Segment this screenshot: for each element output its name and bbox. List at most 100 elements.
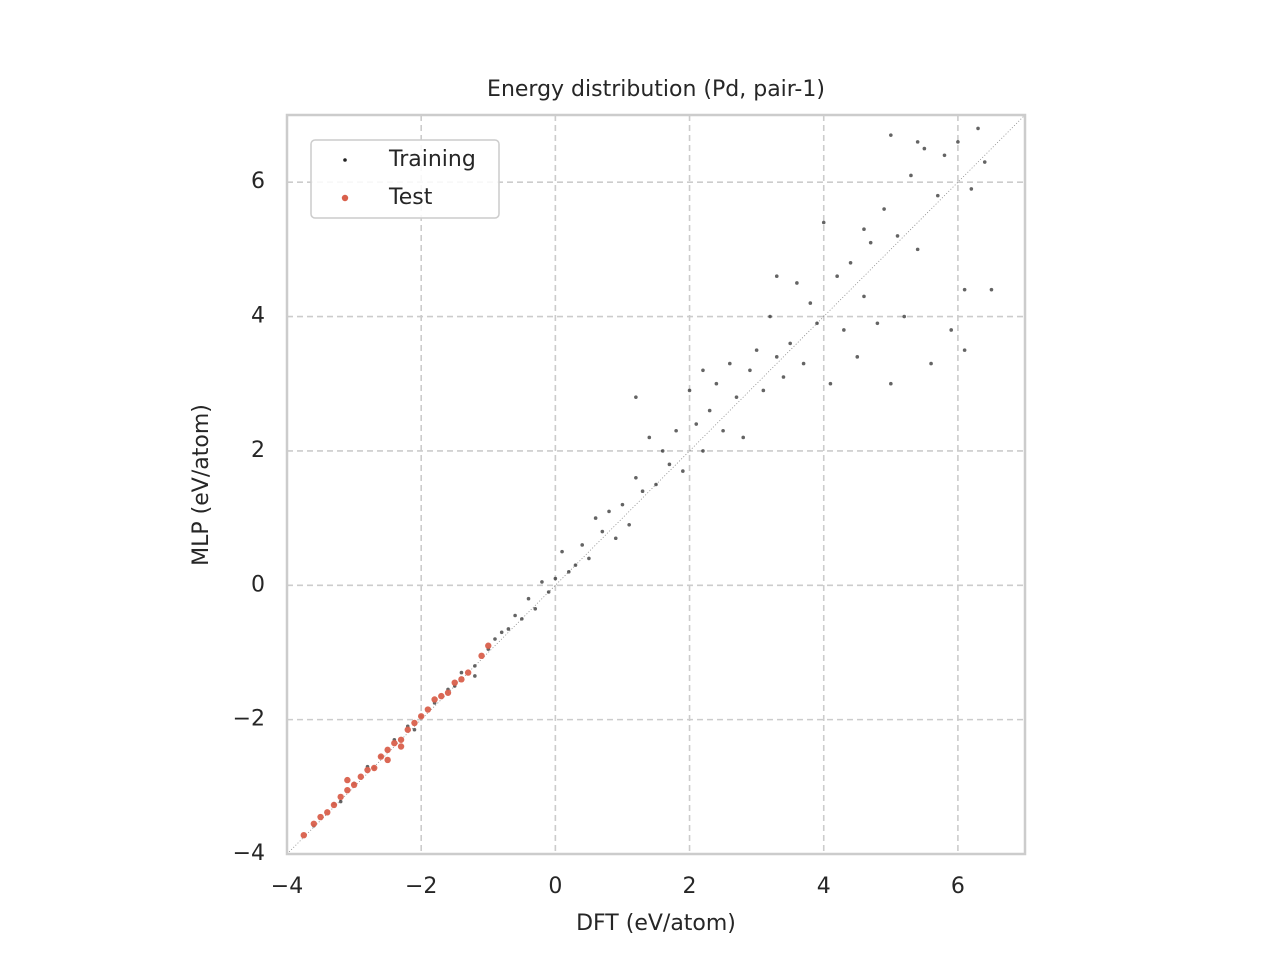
point — [774, 355, 779, 359]
point — [377, 753, 385, 760]
legend-marker — [341, 194, 349, 202]
point — [473, 664, 477, 668]
x-tick-label: 6 — [951, 874, 965, 899]
point — [627, 523, 631, 527]
point — [855, 355, 860, 359]
point — [593, 516, 598, 520]
point — [338, 799, 343, 804]
point — [526, 596, 531, 601]
point — [350, 781, 358, 789]
point — [734, 395, 739, 399]
x-tick-label: −2 — [405, 874, 437, 899]
point — [560, 549, 564, 554]
point — [882, 207, 886, 211]
point — [902, 314, 907, 319]
point — [915, 247, 920, 252]
point — [424, 706, 432, 713]
point — [761, 388, 766, 393]
point — [754, 348, 759, 352]
y-tick-label: 0 — [251, 572, 265, 597]
point — [431, 696, 438, 703]
point — [404, 726, 411, 733]
point — [506, 627, 511, 631]
x-tick-label: 4 — [817, 874, 831, 899]
point — [862, 227, 866, 232]
x-tick-label: −4 — [271, 874, 303, 899]
point — [821, 220, 826, 225]
point — [493, 637, 497, 641]
point — [533, 606, 538, 611]
point — [344, 776, 351, 784]
point — [478, 652, 485, 660]
point — [694, 422, 699, 426]
point — [451, 679, 458, 686]
point — [707, 408, 712, 413]
point — [667, 462, 672, 467]
y-tick-label: −2 — [233, 707, 265, 732]
point — [412, 727, 417, 732]
point — [875, 321, 880, 326]
point — [949, 328, 953, 332]
point — [687, 388, 692, 393]
point — [540, 580, 544, 584]
plot-frame — [285, 113, 1027, 856]
point — [721, 428, 725, 433]
point — [371, 764, 378, 772]
legend-box — [310, 139, 500, 219]
point — [801, 361, 806, 366]
point — [942, 153, 947, 158]
point — [397, 736, 405, 743]
point — [956, 140, 960, 144]
y-tick-label: 6 — [251, 169, 265, 194]
point — [654, 482, 658, 487]
point — [647, 435, 652, 440]
y-tick-label: 2 — [251, 438, 265, 463]
point — [868, 240, 873, 245]
point — [485, 642, 492, 649]
point — [815, 321, 819, 326]
point — [384, 756, 391, 764]
point — [681, 469, 685, 473]
legend-label: Test — [388, 185, 433, 210]
point — [674, 428, 678, 433]
point — [922, 146, 927, 151]
point — [774, 274, 779, 279]
point — [781, 375, 786, 379]
y-tick-label: −4 — [233, 841, 265, 866]
point — [640, 489, 645, 494]
point — [520, 617, 524, 621]
point — [513, 613, 517, 618]
point — [889, 133, 893, 137]
point — [714, 381, 719, 386]
point — [438, 692, 445, 700]
point — [337, 793, 344, 801]
point — [573, 563, 578, 567]
legend-marker — [343, 158, 347, 162]
point — [458, 676, 465, 683]
x-tick-label: 0 — [548, 874, 562, 899]
point — [842, 328, 846, 332]
point — [317, 813, 324, 821]
point — [300, 831, 307, 839]
y-tick-label: 4 — [251, 304, 265, 329]
point — [613, 536, 618, 541]
point — [553, 576, 558, 581]
point — [935, 193, 940, 198]
y-axis-label: MLP (eV/atom) — [189, 404, 214, 566]
point — [459, 670, 464, 675]
point — [969, 187, 974, 191]
point — [748, 368, 752, 373]
point — [634, 395, 638, 399]
point — [728, 361, 732, 366]
x-tick-label: 2 — [683, 874, 697, 899]
point — [499, 630, 504, 635]
point — [310, 820, 318, 827]
point — [828, 381, 833, 386]
point — [397, 743, 405, 750]
x-axis-label: DFT (eV/atom) — [576, 911, 736, 936]
point — [741, 435, 746, 440]
point — [344, 786, 351, 794]
point — [915, 140, 920, 144]
point — [982, 160, 987, 164]
